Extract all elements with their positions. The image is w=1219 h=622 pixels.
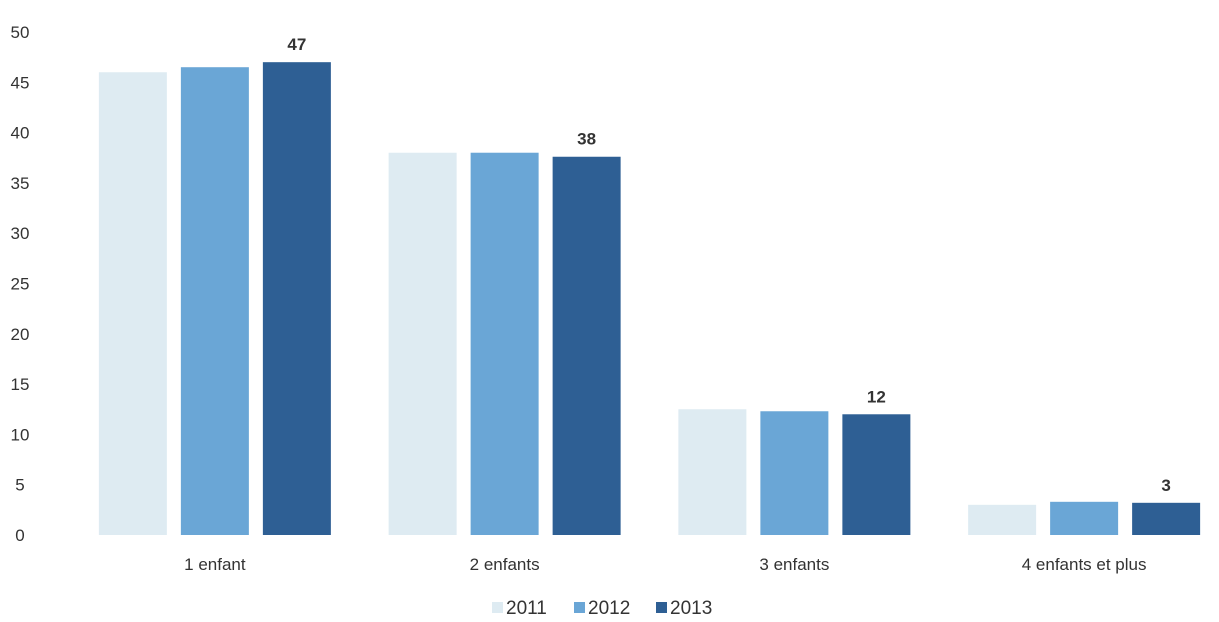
category-label: 2 enfants [470, 555, 540, 574]
y-tick-label: 15 [11, 375, 30, 394]
legend-swatch-2011 [492, 602, 503, 613]
bar-2013-2 [842, 414, 911, 535]
y-tick-label: 5 [15, 476, 24, 495]
data-label: 47 [287, 35, 306, 54]
legend-swatch-2013 [656, 602, 667, 613]
y-tick-label: 40 [11, 124, 30, 143]
legend-label: 2011 [506, 598, 547, 619]
bar-2012-2 [760, 411, 829, 535]
bar-2012-3 [1050, 501, 1119, 535]
y-tick-label: 30 [11, 224, 30, 243]
data-label: 38 [577, 130, 596, 149]
legend: 2011 2012 2013 [492, 598, 712, 619]
y-tick-label: 45 [11, 73, 30, 92]
bar-2011-0 [98, 72, 167, 536]
x-axis: 1 enfant 2 enfants 3 enfants 4 enfants et p… [184, 555, 1146, 574]
legend-swatch-2012 [574, 602, 585, 613]
bar-2012-1 [470, 152, 539, 535]
data-labels: 47 38 12 3 [287, 35, 1170, 495]
bar-2013-1 [552, 156, 621, 535]
bar-2011-3 [968, 504, 1037, 535]
bar-2012-0 [180, 67, 249, 536]
y-tick-label: 20 [11, 325, 30, 344]
y-tick-label: 25 [11, 275, 30, 294]
data-label: 12 [867, 387, 886, 406]
y-axis: 0 5 10 15 20 25 30 35 40 45 50 [11, 23, 30, 545]
y-tick-label: 50 [11, 23, 30, 42]
y-tick-label: 10 [11, 425, 30, 444]
bar-2011-2 [678, 409, 747, 535]
category-label: 3 enfants [759, 555, 829, 574]
category-label: 4 enfants et plus [1022, 555, 1147, 574]
legend-label: 2013 [670, 598, 712, 619]
category-label: 1 enfant [184, 555, 246, 574]
legend-label: 2012 [588, 598, 630, 619]
y-tick-label: 35 [11, 174, 30, 193]
bar-2013-3 [1132, 502, 1201, 535]
bar-2011-1 [388, 152, 457, 535]
data-label: 3 [1161, 476, 1170, 495]
bar-2013-0 [262, 62, 331, 536]
y-tick-label: 0 [15, 526, 24, 545]
bars-area [98, 62, 1201, 536]
